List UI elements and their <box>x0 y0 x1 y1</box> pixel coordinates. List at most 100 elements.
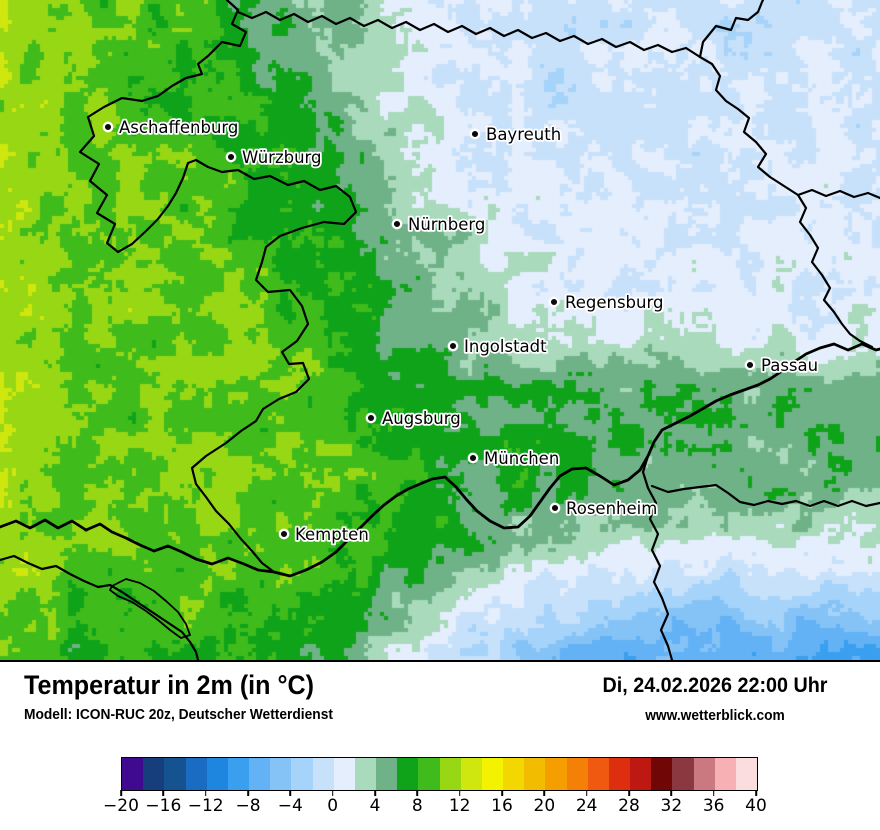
colorbar-tick-label: 0 <box>327 796 339 816</box>
colorbar-segment <box>227 758 250 790</box>
caption-area: Temperatur in 2m (in °C) Modell: ICON-RU… <box>0 662 880 830</box>
temperature-colorbar <box>121 757 758 791</box>
colorbar-segment <box>397 758 419 790</box>
city-label: Bayreuth <box>486 125 561 144</box>
colorbar-tick-label: −4 <box>277 796 303 816</box>
colorbar-tick-label: 20 <box>533 796 556 816</box>
city-dot-icon <box>548 296 560 308</box>
colorbar-tick <box>501 790 503 796</box>
city-dot-icon <box>467 452 479 464</box>
colorbar-segment <box>672 758 694 790</box>
colorbar-segment <box>714 758 736 790</box>
colorbar-segment <box>587 758 609 790</box>
temperature-map: Aschaffenburg Würzburg Bayreuth Nürnberg Reg… <box>0 0 880 662</box>
colorbar-segment <box>122 758 144 790</box>
city-marker: Würzburg <box>225 146 323 169</box>
border-line <box>109 578 191 639</box>
colorbar-tick <box>247 790 249 796</box>
city-marker: Nürnberg <box>391 213 487 236</box>
city-marker: Bayreuth <box>469 123 563 146</box>
border-line <box>78 0 358 574</box>
colorbar-tick-label: 12 <box>448 796 471 816</box>
colorbar-tick <box>162 790 165 796</box>
map-title: Temperatur in 2m (in °C) <box>24 670 315 700</box>
colorbar-tick <box>628 790 630 796</box>
city-marker: München <box>467 447 561 470</box>
colorbar-segment <box>630 758 652 790</box>
colorbar-tick <box>374 790 376 796</box>
city-dot-icon <box>549 502 561 514</box>
city-label: Ingolstadt <box>464 337 547 356</box>
colorbar-tick <box>416 790 419 796</box>
colorbar-tick <box>670 790 673 796</box>
border-line <box>698 0 765 59</box>
city-dot-icon <box>102 121 114 133</box>
city-dot-icon <box>744 359 756 371</box>
city-label: Würzburg <box>242 148 322 167</box>
colorbar-tick-label: −8 <box>235 796 261 816</box>
border-line <box>236 10 702 59</box>
colorbar-segment <box>608 758 631 790</box>
colorbar-tick-label: 40 <box>745 796 767 816</box>
colorbar-segment <box>143 758 165 790</box>
colorbar-segment <box>460 758 482 790</box>
colorbar-tick-label: 4 <box>369 796 381 816</box>
city-label: München <box>484 449 559 468</box>
colorbar-segment <box>545 758 567 790</box>
colorbar-tick <box>543 790 546 796</box>
city-label: Nürnberg <box>408 215 485 234</box>
colorbar-segment <box>185 758 207 790</box>
colorbar-tick <box>712 790 715 796</box>
model-info: Modell: ICON-RUC 20z, Deutscher Wetterdi… <box>24 707 333 723</box>
city-marker: Ingolstadt <box>447 335 549 358</box>
colorbar-tick <box>585 790 588 796</box>
colorbar-segment <box>291 758 313 790</box>
colorbar-segment <box>524 758 546 790</box>
colorbar-segment <box>354 758 377 790</box>
border-line <box>0 342 880 578</box>
border-line <box>650 483 880 508</box>
colorbar-segment <box>693 758 715 790</box>
city-label: Aschaffenburg <box>119 118 238 137</box>
city-marker: Regensburg <box>548 291 665 314</box>
colorbar-segment <box>418 758 440 790</box>
city-label: Passau <box>761 356 818 375</box>
colorbar-tick-label: −20 <box>103 796 139 816</box>
city-dot-icon <box>225 151 237 163</box>
colorbar-tick-label: 28 <box>618 796 640 816</box>
colorbar-tick-label: 32 <box>660 796 683 816</box>
colorbar-segment <box>376 758 398 790</box>
city-marker: Augsburg <box>365 407 463 430</box>
colorbar-tick <box>289 790 292 796</box>
colorbar-segment <box>206 758 228 790</box>
colorbar-tick-label: −16 <box>145 796 182 816</box>
colorbar-tick-label: 24 <box>575 796 598 816</box>
colorbar-segment <box>249 758 271 790</box>
colorbar-tick <box>204 790 207 796</box>
colorbar-tick-label: 36 <box>702 796 725 816</box>
city-dot-icon <box>447 340 459 352</box>
city-marker: Passau <box>744 354 820 377</box>
colorbar-tick <box>331 790 334 796</box>
colorbar-segment <box>503 758 525 790</box>
colorbar-segment <box>333 758 355 790</box>
colorbar-segment <box>312 758 334 790</box>
border-line <box>698 55 874 349</box>
city-dot-icon <box>391 218 403 230</box>
colorbar-segment <box>481 758 504 790</box>
city-label: Kempten <box>295 525 369 544</box>
border-line <box>0 554 200 660</box>
colorbar-segment <box>164 758 186 790</box>
colorbar-tick-row: −20 −16 −12 −8 −4 0 4 8 12 16 20 24 28 32 36 40 <box>103 790 767 828</box>
colorbar-tick-label: −12 <box>187 796 224 816</box>
colorbar-segment <box>735 758 758 790</box>
colorbar-tick <box>120 790 122 796</box>
colorbar-tick <box>458 790 461 796</box>
temperature-field-canvas <box>0 0 880 660</box>
colorbar-tick-label: 16 <box>491 796 513 816</box>
colorbar-segment <box>270 758 292 790</box>
city-label: Rosenheim <box>566 499 657 518</box>
city-dot-icon <box>469 128 481 140</box>
